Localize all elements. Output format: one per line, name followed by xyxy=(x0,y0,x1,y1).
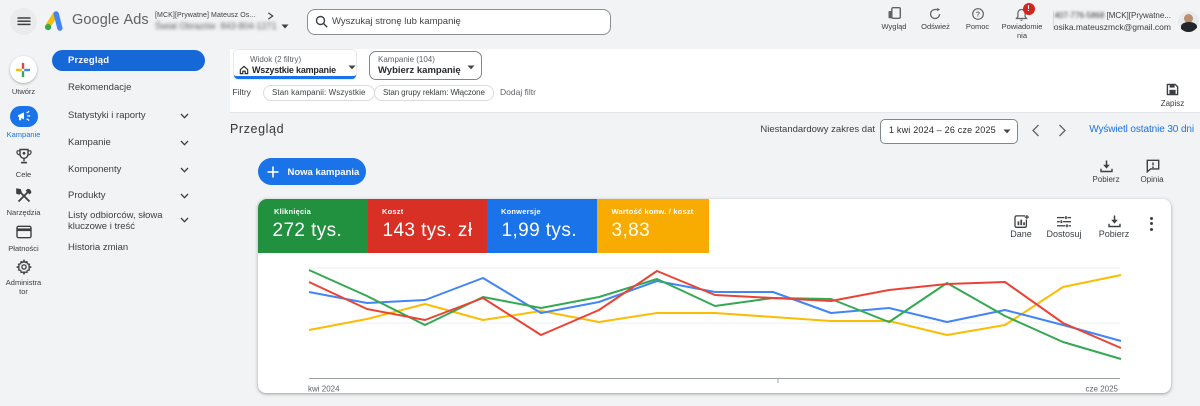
svg-text:?: ? xyxy=(975,9,980,18)
svg-text:kwi 2024: kwi 2024 xyxy=(308,385,340,394)
svg-text:cze 2025: cze 2025 xyxy=(1086,385,1119,394)
